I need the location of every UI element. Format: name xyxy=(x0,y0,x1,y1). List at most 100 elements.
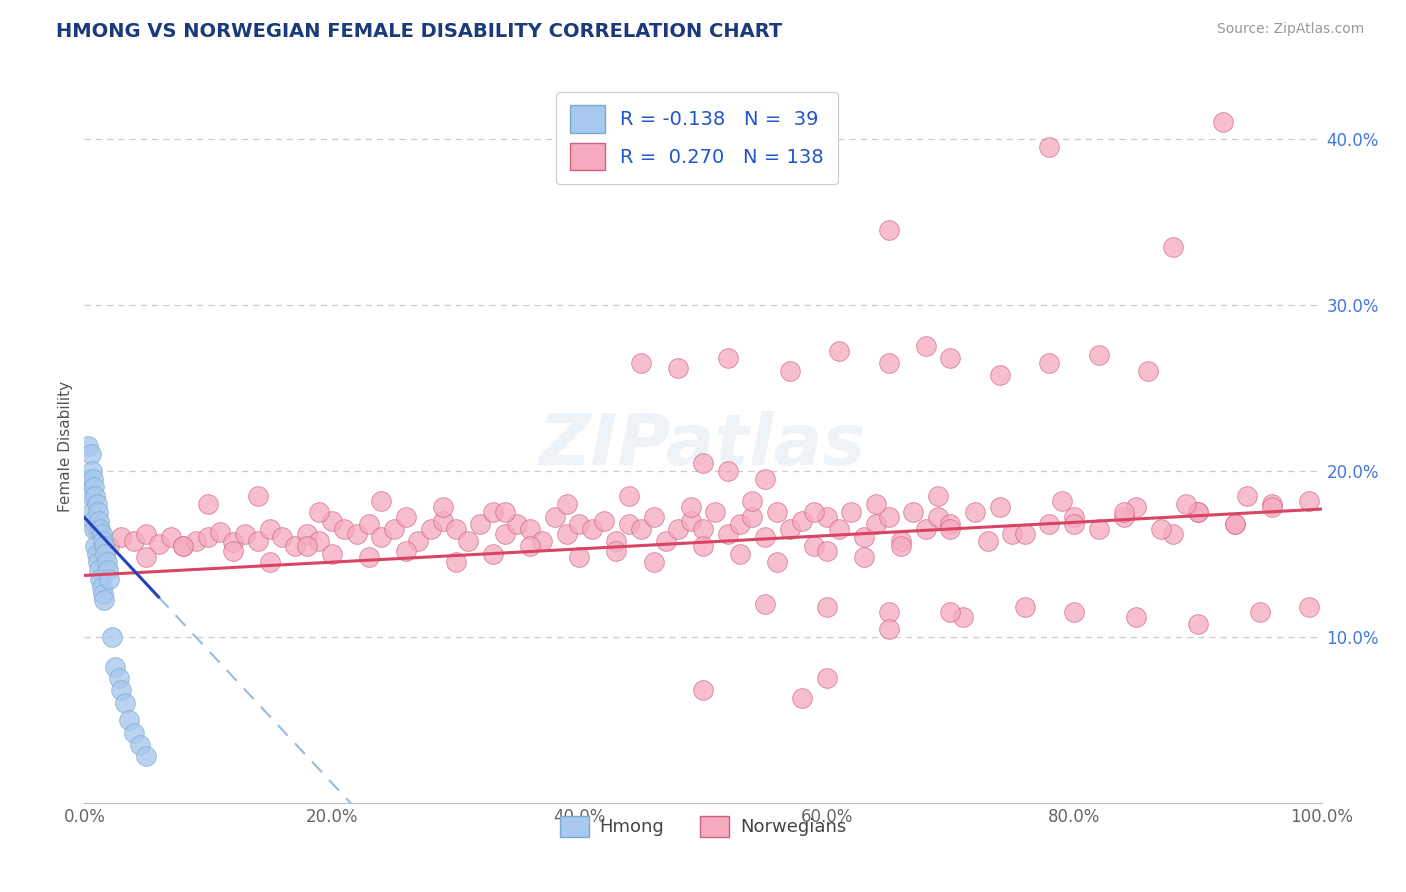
Point xyxy=(1187,505,1209,519)
Point xyxy=(321,514,343,528)
Point xyxy=(89,564,111,578)
Point xyxy=(617,516,640,531)
Point xyxy=(419,522,441,536)
Point xyxy=(432,500,454,515)
Point xyxy=(939,522,962,536)
Point xyxy=(1050,493,1073,508)
Point xyxy=(555,497,578,511)
Point xyxy=(82,514,104,528)
Point xyxy=(890,533,912,548)
Point xyxy=(952,610,974,624)
Point xyxy=(90,527,112,541)
Point xyxy=(815,599,838,614)
Point xyxy=(457,533,479,548)
Point xyxy=(581,522,603,536)
Point xyxy=(432,514,454,528)
Point xyxy=(803,505,825,519)
Point xyxy=(976,533,998,548)
Point xyxy=(815,543,838,558)
Point xyxy=(605,543,627,558)
Point xyxy=(114,696,136,710)
Point xyxy=(754,472,776,486)
Point xyxy=(679,500,702,515)
Point xyxy=(129,738,152,752)
Point xyxy=(1187,616,1209,631)
Point xyxy=(222,543,245,558)
Point xyxy=(259,555,281,569)
Point xyxy=(98,572,121,586)
Legend: Hmong, Norwegians: Hmong, Norwegians xyxy=(553,808,853,844)
Point xyxy=(122,726,145,740)
Point xyxy=(865,497,887,511)
Text: ZIPatlas: ZIPatlas xyxy=(540,411,866,481)
Point xyxy=(1038,356,1060,370)
Point xyxy=(939,516,962,531)
Point xyxy=(692,539,714,553)
Point xyxy=(122,533,145,548)
Point xyxy=(1125,610,1147,624)
Point xyxy=(444,522,467,536)
Y-axis label: Female Disability: Female Disability xyxy=(58,380,73,512)
Point xyxy=(877,605,900,619)
Point xyxy=(160,530,183,544)
Point xyxy=(197,530,219,544)
Point xyxy=(593,514,616,528)
Point xyxy=(754,530,776,544)
Point xyxy=(914,522,936,536)
Point xyxy=(519,539,541,553)
Point xyxy=(717,351,740,365)
Point xyxy=(704,505,727,519)
Point xyxy=(679,514,702,528)
Point xyxy=(470,516,492,531)
Point xyxy=(308,505,330,519)
Point xyxy=(766,505,789,519)
Point xyxy=(96,555,118,569)
Point xyxy=(877,223,900,237)
Point xyxy=(852,550,875,565)
Point xyxy=(828,522,851,536)
Point xyxy=(1088,348,1111,362)
Point xyxy=(506,516,529,531)
Point xyxy=(1223,516,1246,531)
Point xyxy=(605,533,627,548)
Point xyxy=(1088,522,1111,536)
Point xyxy=(83,522,105,536)
Point xyxy=(110,682,132,697)
Point xyxy=(89,514,111,528)
Point xyxy=(357,516,380,531)
Point xyxy=(209,525,232,540)
Point xyxy=(1063,510,1085,524)
Point xyxy=(79,472,101,486)
Point xyxy=(643,555,665,569)
Point xyxy=(80,505,103,519)
Point xyxy=(666,361,689,376)
Point xyxy=(815,671,838,685)
Point xyxy=(79,447,101,461)
Point xyxy=(841,505,863,519)
Point xyxy=(1038,140,1060,154)
Point xyxy=(86,497,108,511)
Point xyxy=(531,533,554,548)
Point xyxy=(1261,500,1284,515)
Point xyxy=(135,749,157,764)
Point xyxy=(308,533,330,548)
Point xyxy=(100,630,122,644)
Point xyxy=(692,522,714,536)
Point xyxy=(766,555,789,569)
Point xyxy=(865,516,887,531)
Point xyxy=(1298,493,1320,508)
Point xyxy=(1223,516,1246,531)
Point xyxy=(779,522,801,536)
Point xyxy=(97,564,120,578)
Point xyxy=(1161,240,1184,254)
Point xyxy=(965,505,987,519)
Point xyxy=(728,547,751,561)
Point xyxy=(1001,527,1024,541)
Point xyxy=(79,489,101,503)
Point xyxy=(1125,500,1147,515)
Point xyxy=(370,493,392,508)
Point xyxy=(246,533,269,548)
Point xyxy=(197,497,219,511)
Point xyxy=(630,522,652,536)
Point xyxy=(444,555,467,569)
